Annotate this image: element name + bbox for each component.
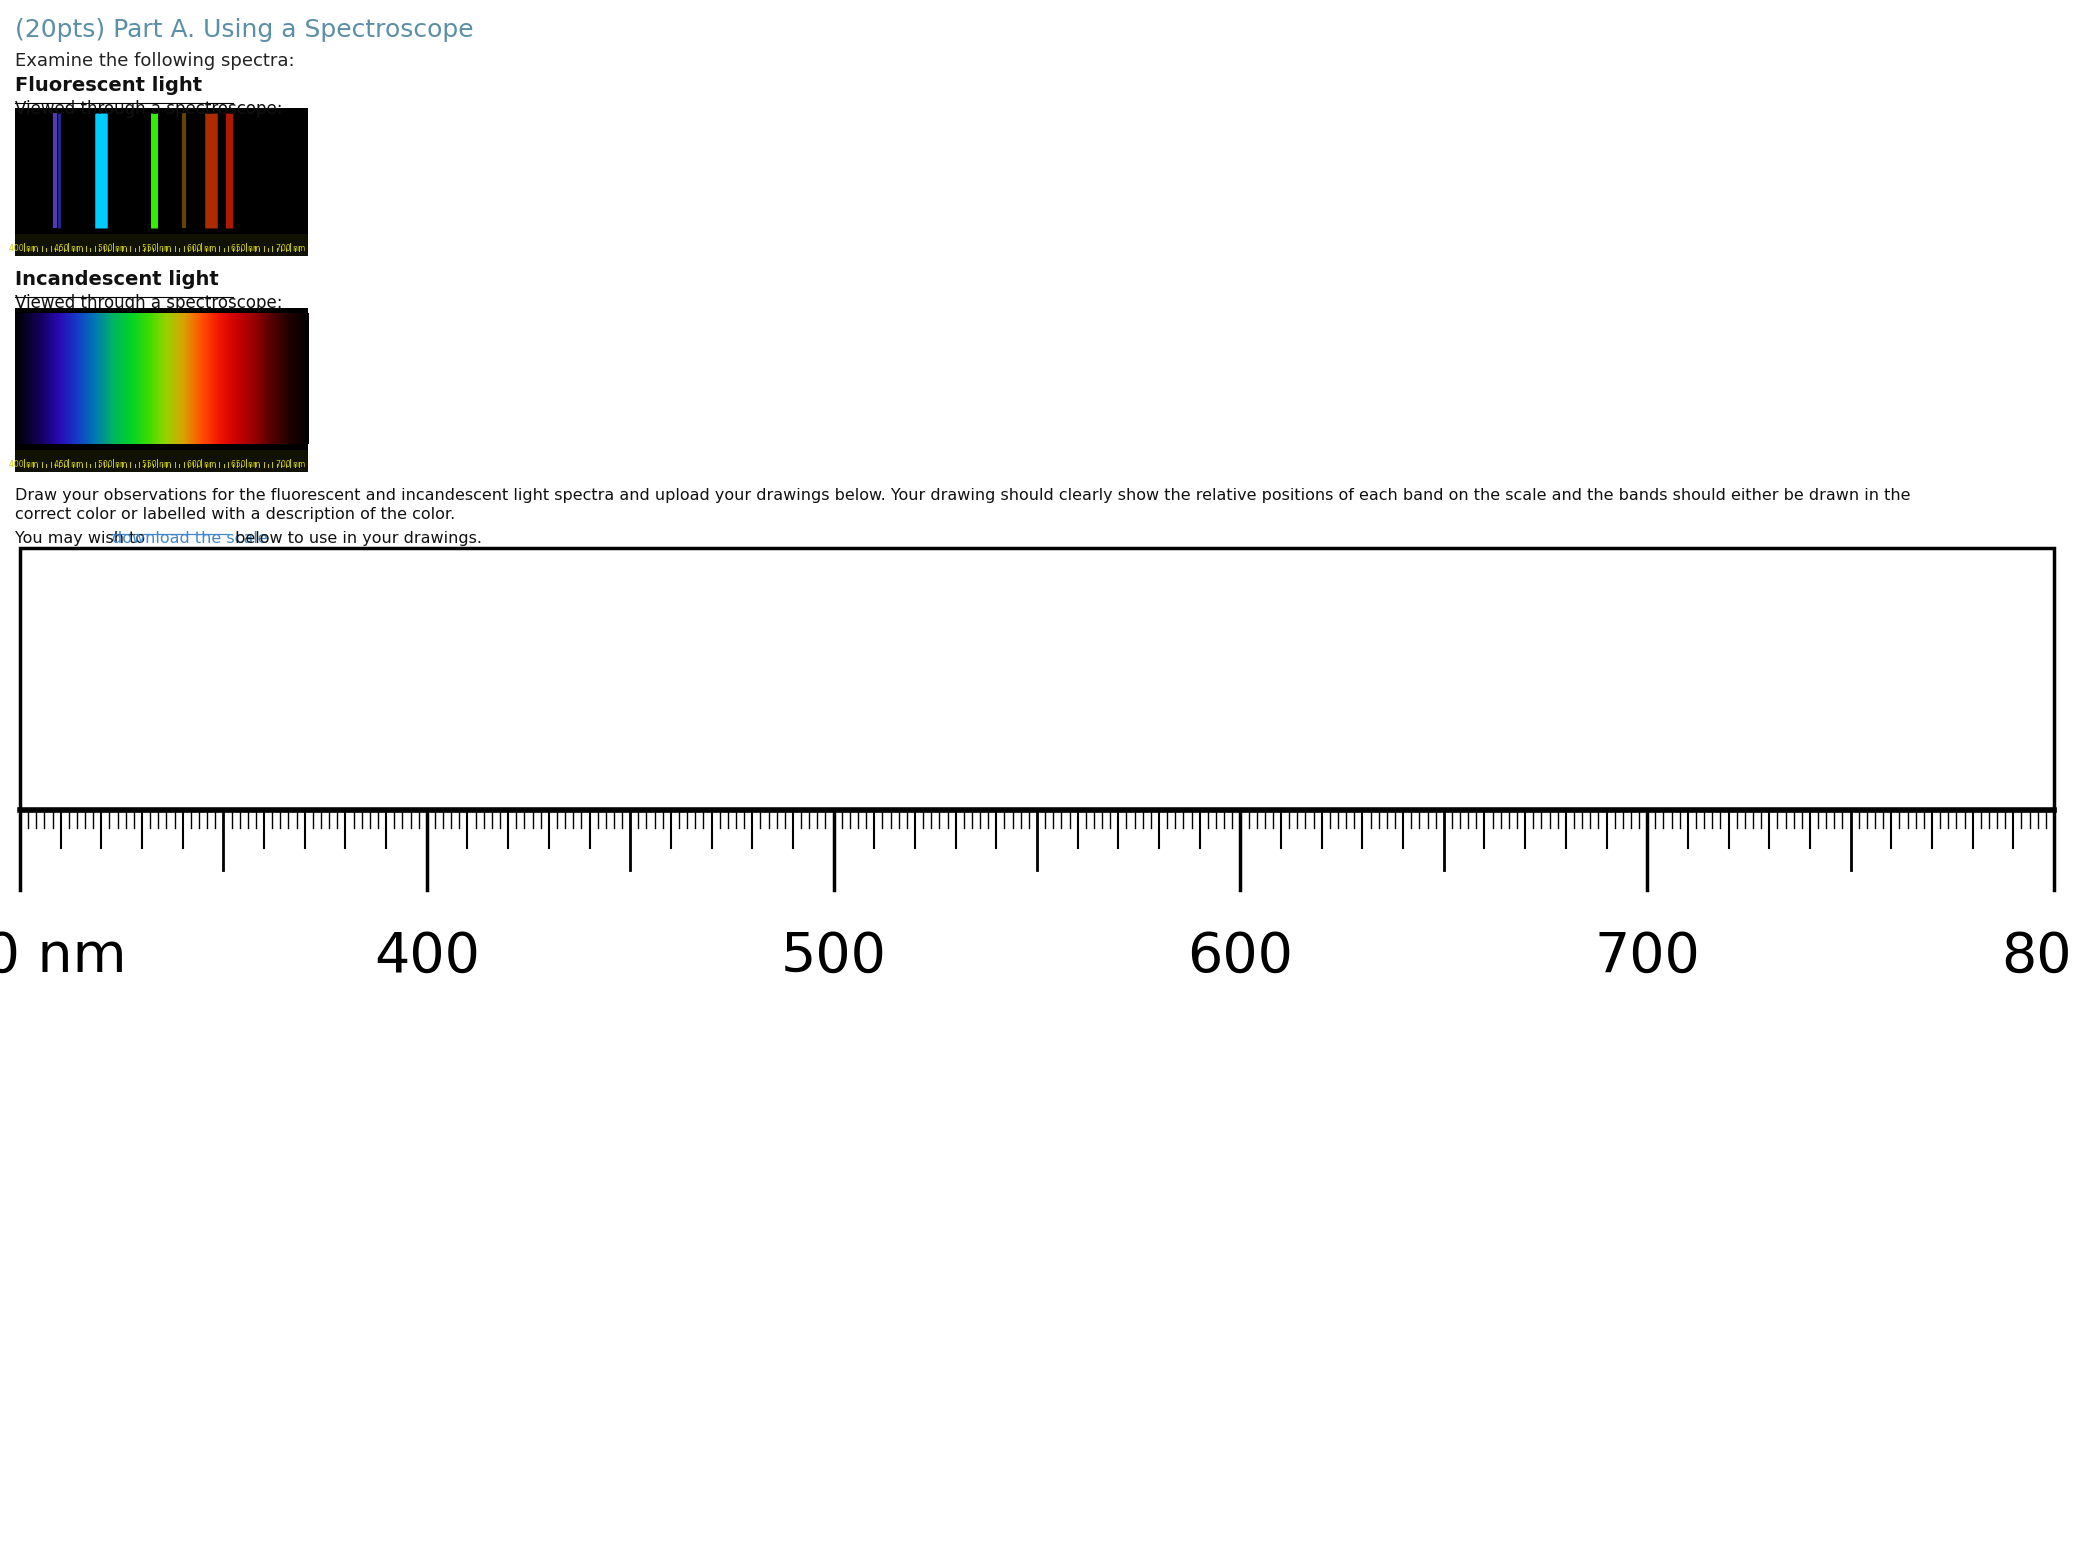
Text: 700 nm: 700 nm	[276, 244, 305, 254]
Text: 650 nm: 650 nm	[230, 459, 261, 469]
Text: 500: 500	[780, 930, 886, 984]
Text: Examine the following spectra:: Examine the following spectra:	[15, 53, 295, 70]
Text: 300 nm: 300 nm	[0, 930, 127, 984]
Text: Viewed through a spectroscope:: Viewed through a spectroscope:	[15, 294, 282, 312]
Text: 450 nm: 450 nm	[54, 244, 83, 254]
Text: You may wish to: You may wish to	[15, 531, 149, 546]
Text: Viewed through a spectroscope:: Viewed through a spectroscope:	[15, 101, 282, 118]
Text: 450 nm: 450 nm	[54, 459, 83, 469]
Text: 600 nm: 600 nm	[187, 244, 216, 254]
Text: 500 nm: 500 nm	[97, 244, 127, 254]
Text: 550 nm: 550 nm	[143, 244, 172, 254]
Text: 400 nm: 400 nm	[8, 244, 39, 254]
Text: 500 nm: 500 nm	[97, 459, 127, 469]
Text: 550 nm: 550 nm	[143, 459, 172, 469]
Bar	[15, 108, 309, 255]
Text: 700 nm: 700 nm	[276, 459, 305, 469]
Text: below to use in your drawings.: below to use in your drawings.	[230, 531, 481, 546]
Text: Incandescent light: Incandescent light	[15, 271, 218, 289]
Text: 700: 700	[1595, 930, 1701, 984]
Bar	[15, 308, 309, 472]
Text: Draw your observations for the fluorescent and incandescent light spectra and up: Draw your observations for the fluoresce…	[15, 487, 1910, 503]
Text: correct color or labelled with a description of the color.: correct color or labelled with a descrip…	[15, 507, 456, 521]
Text: 400: 400	[373, 930, 479, 984]
Bar	[15, 234, 309, 255]
Text: 600 nm: 600 nm	[187, 459, 216, 469]
Text: 400 nm: 400 nm	[8, 459, 39, 469]
Bar	[15, 450, 309, 472]
Text: (20pts) Part A. Using a Spectroscope: (20pts) Part A. Using a Spectroscope	[15, 19, 473, 42]
Text: 600: 600	[1188, 930, 1294, 984]
Text: download the scale: download the scale	[112, 531, 268, 546]
Text: Fluorescent light: Fluorescent light	[15, 76, 201, 94]
Text: 800: 800	[2001, 930, 2074, 984]
Text: 650 nm: 650 nm	[230, 244, 261, 254]
Bar	[21, 548, 2053, 811]
